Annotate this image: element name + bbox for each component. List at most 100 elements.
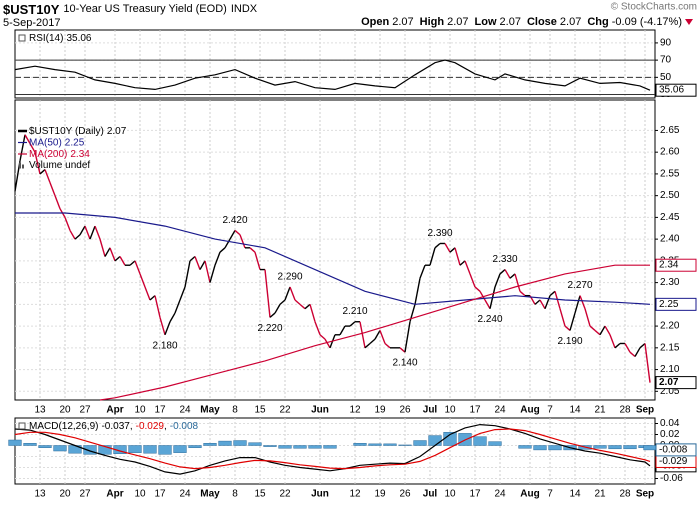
- y-tick-label: 2.30: [660, 277, 680, 288]
- price-segment: [29, 143, 36, 153]
- histogram-bar: [593, 445, 607, 449]
- price-segment: [69, 230, 76, 240]
- panel-frame: [14, 29, 656, 99]
- data-label: 2.220: [257, 323, 282, 334]
- histogram-bar: [38, 445, 52, 448]
- price-segment: [179, 286, 186, 301]
- price-segment: [294, 299, 301, 305]
- price-segment: [114, 255, 121, 262]
- price-segment: [289, 286, 296, 301]
- value-box: [655, 443, 697, 457]
- x-tick-label: 26: [399, 405, 411, 416]
- price-segment: [339, 325, 346, 336]
- legend-entry: MA(50) 2.25: [29, 137, 85, 148]
- value-box: [655, 297, 697, 311]
- price-segment: [94, 225, 101, 240]
- price-segment: [444, 243, 451, 253]
- y-tick-label: 0.04: [660, 418, 680, 429]
- histogram-bar: [188, 445, 202, 448]
- x-tick-label: 10: [134, 489, 146, 500]
- histogram-bar: [53, 445, 67, 452]
- price-segment: [264, 269, 271, 318]
- histogram-bar: [218, 440, 232, 446]
- price-segment: [484, 299, 491, 310]
- y-tick-label: 2.05: [660, 386, 680, 397]
- price-segment: [304, 303, 311, 310]
- price-segment: [74, 234, 81, 240]
- price-segment: [239, 234, 246, 249]
- histogram-bar: [518, 445, 532, 449]
- price-segment: [129, 260, 136, 266]
- data-label: 2.210: [342, 306, 367, 317]
- y-tick-label: 2.50: [660, 190, 680, 201]
- data-label: 2.190: [557, 336, 582, 347]
- data-label: 2.270: [567, 280, 592, 291]
- x-tick-label: Apr: [106, 405, 123, 416]
- x-tick-label: 10: [134, 405, 146, 416]
- histogram-bar: [143, 445, 157, 454]
- x-tick-label: 27: [79, 489, 91, 500]
- histogram-bar: [323, 445, 337, 449]
- price-segment: [564, 325, 571, 331]
- quote-label: Close: [527, 16, 557, 28]
- x-tick-label: 20: [59, 405, 71, 416]
- price-segment: [274, 303, 281, 314]
- price-segment: [474, 286, 481, 292]
- x-tick-label: May: [200, 405, 220, 416]
- histogram-bar: [308, 445, 322, 449]
- price-segment: [434, 242, 441, 249]
- x-tick-label: 19: [374, 405, 386, 416]
- price-segment: [449, 247, 456, 253]
- data-label: 2.330: [492, 254, 517, 265]
- histogram-bar: [293, 445, 307, 449]
- quote-value: 2.07: [392, 16, 413, 28]
- x-tick-label: May: [200, 489, 220, 500]
- x-tick-label: 15: [254, 405, 266, 416]
- series-line: [99, 264, 650, 401]
- x-tick-label: 22: [279, 489, 291, 500]
- legend-icon: [19, 162, 21, 169]
- price-segment: [374, 330, 381, 340]
- price-segment: [154, 295, 161, 318]
- price-segment: [34, 152, 41, 175]
- x-tick-label: 26: [399, 489, 411, 500]
- price-segment: [229, 230, 236, 240]
- x-tick-label: 17: [469, 489, 481, 500]
- x-tick-label: 17: [469, 405, 481, 416]
- value-box: [655, 83, 697, 97]
- price-segment: [549, 290, 556, 297]
- legend-label: MA(200): [29, 149, 67, 160]
- change-pct: (-4.17%): [640, 16, 682, 28]
- price-segment: [399, 347, 406, 353]
- price-segment: [539, 299, 546, 310]
- x-tick-label: 24: [179, 489, 191, 500]
- price-segment: [184, 260, 191, 288]
- data-label: 2.290: [277, 271, 302, 282]
- legend-separator: ,: [164, 421, 167, 432]
- y-tick-label: 50: [660, 72, 672, 83]
- histogram-bar: [173, 445, 187, 453]
- data-label: 2.240: [477, 314, 502, 325]
- x-tick-label: Jul: [423, 405, 438, 416]
- x-tick-label: 22: [279, 405, 291, 416]
- x-tick-label: 14: [569, 405, 581, 416]
- x-tick-label: 21: [594, 489, 606, 500]
- legend-entry: MACD(12,26,9) -0.037, -0.029, -0.008: [29, 421, 199, 432]
- histogram-bar: [383, 443, 397, 446]
- legend-label: MACD(12,26,9): [29, 421, 98, 432]
- price-segment: [499, 269, 506, 275]
- value-box: [655, 258, 697, 272]
- price-segment: [134, 260, 141, 275]
- x-tick-label: 27: [79, 405, 91, 416]
- series-line: [15, 212, 651, 305]
- y-tick-label: 70: [660, 55, 672, 66]
- price-segment: [164, 321, 171, 336]
- histogram-bar: [353, 443, 367, 446]
- histogram-bar: [203, 443, 217, 446]
- price-segment: [214, 251, 221, 266]
- x-tick-label: 28: [619, 489, 631, 500]
- histogram-bar: [8, 439, 22, 446]
- price-segment: [494, 273, 501, 288]
- price-segment: [599, 325, 606, 336]
- copyright: © StockCharts.com: [611, 2, 697, 13]
